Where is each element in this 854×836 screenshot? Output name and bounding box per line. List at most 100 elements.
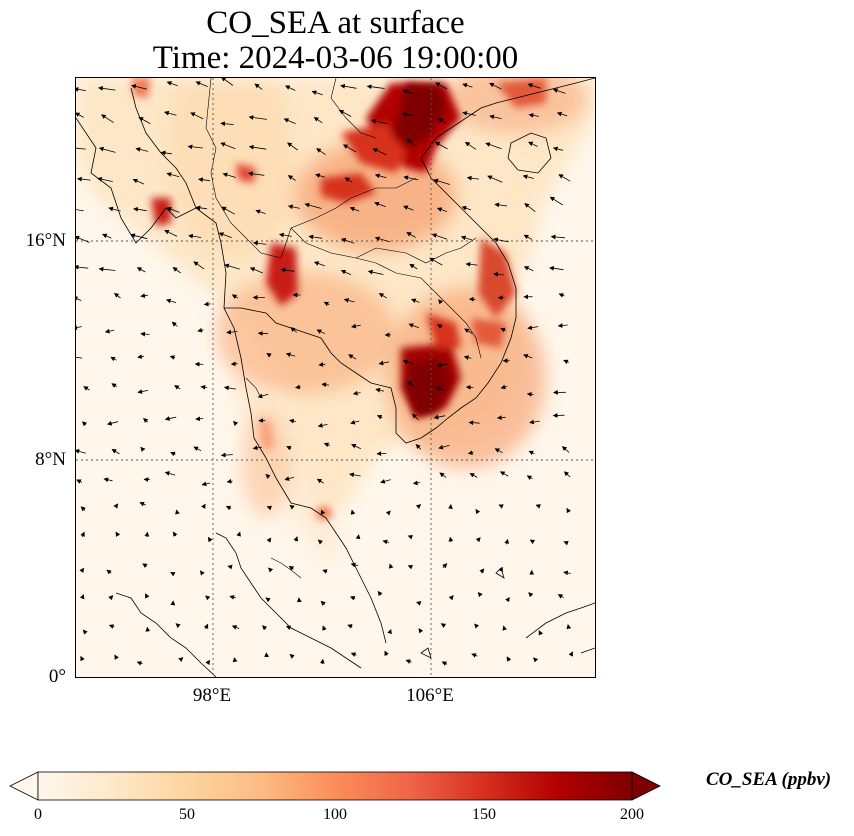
wind-arrow: [367, 269, 384, 275]
lat-tick-8n: 8°N: [35, 449, 66, 470]
wind-arrow: [76, 296, 82, 301]
wind-arrow: [550, 234, 566, 240]
wind-arrow: [384, 650, 389, 656]
wind-arrow: [408, 323, 420, 329]
wind-arrow: [229, 595, 237, 600]
wind-arrow: [131, 84, 147, 90]
wind-arrow: [435, 82, 448, 90]
wind-arrow: [108, 206, 121, 212]
wind-arrow: [295, 384, 301, 390]
wind-arrow: [254, 83, 263, 90]
wind-arrow: [489, 82, 502, 90]
wind-arrow: [527, 325, 539, 331]
wind-arrow: [278, 232, 292, 238]
wind-arrow: [528, 141, 538, 147]
wind-arrow: [140, 293, 149, 298]
wind-arrow: [220, 78, 234, 86]
wind-arrow: [79, 567, 85, 573]
wind-arrow: [351, 444, 361, 450]
wind-arrow: [108, 624, 115, 629]
wind-arrow: [253, 240, 267, 246]
wind-arrow: [139, 502, 146, 507]
colorbar-tick-150: 150: [472, 806, 496, 823]
wind-arrow: [526, 391, 534, 397]
wind-arrow: [552, 88, 566, 94]
wind-arrow: [504, 538, 510, 545]
wind-arrow: [284, 476, 295, 481]
wind-arrow: [322, 625, 327, 631]
wind-arrow: [197, 327, 204, 333]
wind-arrow: [466, 175, 480, 181]
wind-arrow: [341, 238, 355, 244]
wind-arrow: [115, 531, 121, 537]
wind-arrow: [528, 592, 534, 598]
wind-arrow: [485, 142, 502, 150]
wind-arrow: [561, 446, 570, 453]
wind-arrow: [448, 536, 454, 542]
wind-arrow: [203, 623, 209, 630]
wind-arrow: [556, 111, 568, 117]
wind-arrow: [549, 196, 563, 206]
wind-arrow: [436, 207, 448, 212]
wind-arrow: [523, 266, 534, 272]
wind-arrow: [76, 356, 83, 359]
wind-arrow: [321, 382, 329, 388]
wind-arrow: [170, 451, 176, 457]
wind-arrow: [448, 595, 454, 601]
wind-arrow: [76, 264, 89, 270]
wind-arrow: [232, 657, 238, 663]
wind-arrow: [563, 359, 569, 365]
wind-arrow: [195, 416, 204, 422]
wind-arrow: [439, 472, 447, 478]
wind-arrow: [350, 419, 360, 425]
wind-arrow: [174, 385, 181, 390]
wind-arrow: [524, 203, 536, 213]
wind-arrow: [231, 294, 238, 299]
wind-arrow: [317, 423, 328, 428]
wind-arrow: [76, 479, 83, 484]
wind-arrow: [415, 444, 422, 450]
wind-arrow: [523, 234, 533, 240]
wind-arrow: [227, 564, 233, 570]
wind-arrow: [104, 328, 115, 334]
wind-arrow: [98, 85, 116, 91]
wind-arrow: [190, 112, 204, 120]
wind-arrow: [308, 234, 323, 240]
wind-arrow: [464, 328, 473, 334]
wind-arrow: [166, 172, 180, 178]
wind-arrow: [477, 591, 483, 598]
wind-arrow: [349, 472, 361, 478]
wind-arrow: [549, 265, 564, 271]
wind-arrow: [467, 450, 474, 456]
wind-arrow: [262, 625, 268, 631]
wind-arrow: [76, 449, 86, 454]
wind-arrow: [266, 537, 272, 543]
wind-arrow: [220, 142, 236, 150]
wind-arrow: [257, 393, 269, 399]
wind-arrow: [231, 625, 240, 630]
wind-arrow: [220, 121, 234, 127]
wind-arrow: [407, 564, 414, 570]
wind-arrow: [103, 477, 113, 483]
wind-arrow: [193, 446, 202, 452]
wind-arrow: [289, 654, 295, 659]
wind-arrow: [285, 352, 296, 358]
wind-arrow: [506, 656, 512, 662]
wind-arrow: [322, 569, 328, 574]
wind-arrow: [164, 416, 177, 421]
wind-arrow: [81, 421, 88, 427]
wind-arrow: [429, 257, 443, 266]
wind-arrow: [106, 420, 119, 426]
wind-arrow: [441, 661, 448, 666]
wind-arrow: [249, 267, 263, 274]
wind-arrow: [406, 138, 416, 147]
wind-arrow: [378, 360, 390, 366]
wind-arrow: [304, 202, 322, 209]
wind-arrow: [98, 266, 116, 272]
wind-arrow: [505, 596, 510, 603]
wind-arrow: [283, 118, 296, 125]
wind-arrow: [142, 563, 148, 568]
wind-arrow: [135, 147, 149, 152]
wind-arrow: [111, 448, 120, 455]
wind-arrow: [76, 235, 90, 243]
